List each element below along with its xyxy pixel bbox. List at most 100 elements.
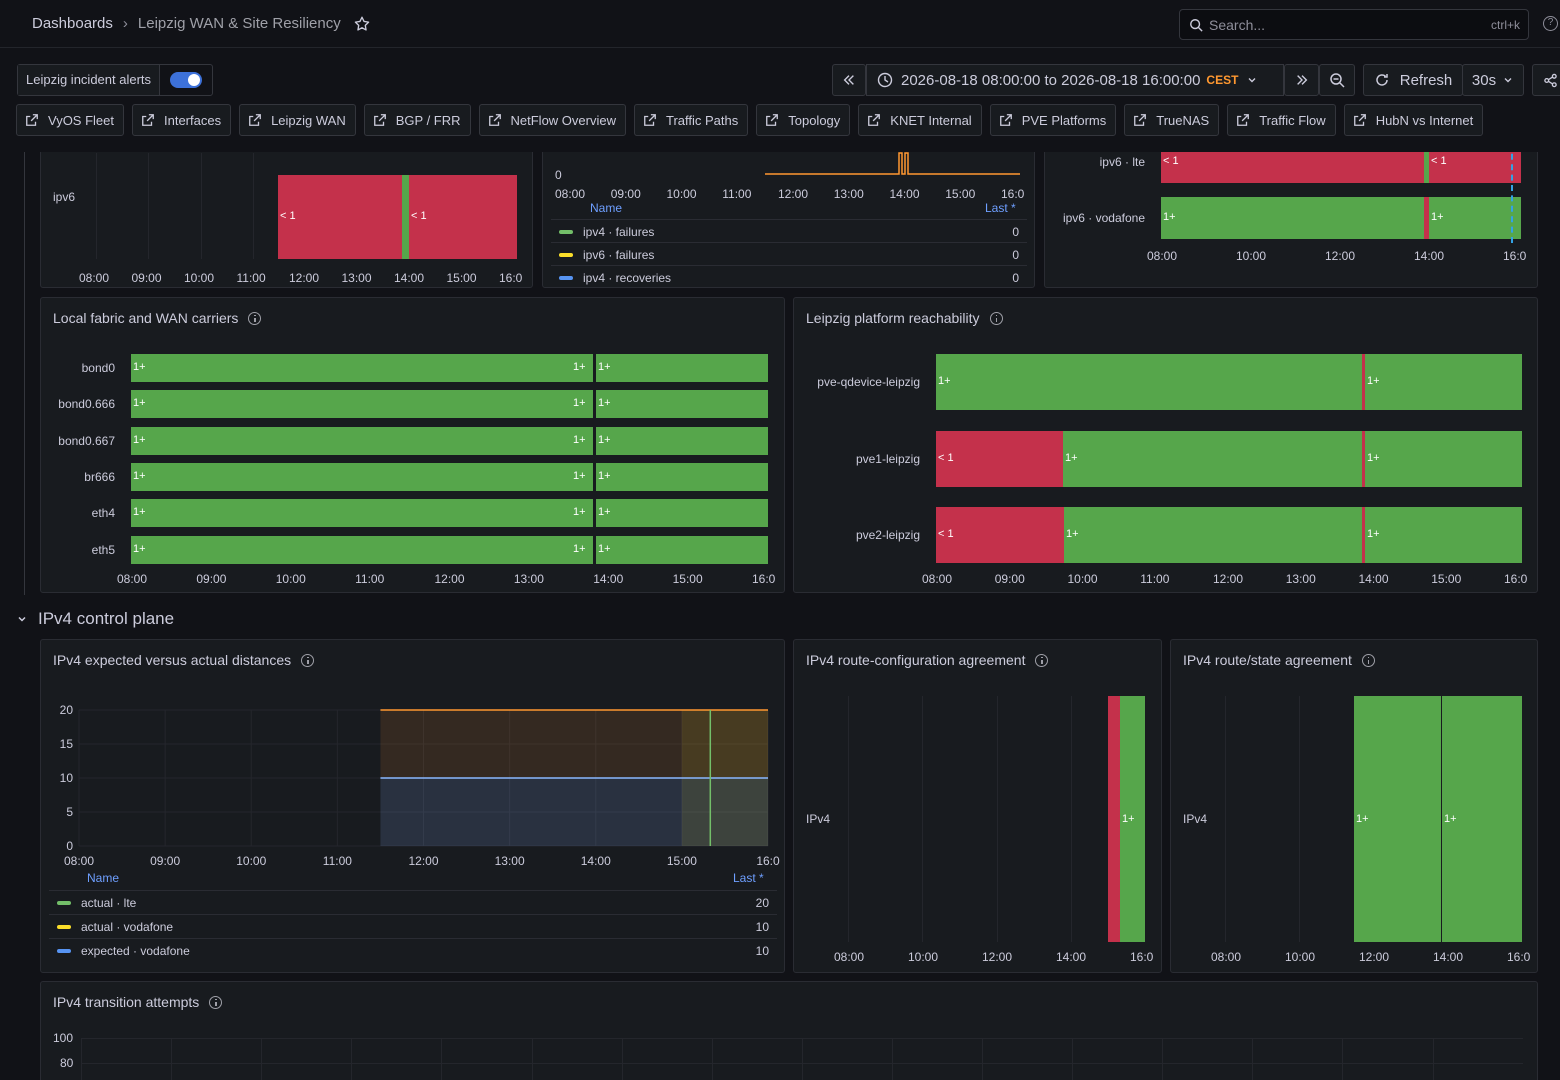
- state-bar: 1+: [1064, 507, 1362, 563]
- dashboard-link[interactable]: PVE Platforms: [989, 104, 1117, 136]
- state-bar: 1+: [936, 354, 1362, 410]
- dashboard-link[interactable]: Interfaces: [131, 104, 232, 136]
- dashboard-link[interactable]: Leipzig WAN: [239, 104, 356, 136]
- legend-row[interactable]: expected · vodafone 10: [49, 938, 777, 962]
- panel-title[interactable]: IPv4 transition attempts: [53, 994, 223, 1010]
- x-tick: 16:0: [1130, 950, 1154, 964]
- legend-row[interactable]: ipv4 · recoveries 0: [551, 265, 1027, 287]
- x-tick: 16:0: [1503, 249, 1527, 263]
- state-bar: [1362, 354, 1365, 410]
- state-bar: < 1: [278, 175, 402, 259]
- panel-transitions-timeseries: 0 08:00 09:00 10:00 11:00 12:00 13:00 14:00 15:…: [542, 152, 1035, 288]
- panel-title[interactable]: IPv4 route-configuration agreement: [806, 652, 1049, 668]
- panel-title[interactable]: Leipzig platform reachability: [806, 310, 1003, 326]
- breadcrumb-dashboards-link[interactable]: Dashboards: [32, 15, 113, 32]
- dashboard-link[interactable]: KNET Internal: [858, 104, 982, 136]
- chevron-down-icon: [18, 616, 26, 622]
- time-shift-forward-button[interactable]: [1284, 64, 1319, 96]
- state-bar: 1+: [131, 426, 571, 455]
- toggle-knob: [188, 74, 201, 86]
- dashboard-link[interactable]: HubN vs Internet: [1343, 104, 1484, 136]
- legend-row[interactable]: actual · lte 20: [49, 890, 777, 914]
- state-bar: 1+: [571, 390, 593, 419]
- state-bar: 1+: [571, 354, 593, 382]
- x-tick: 14:00: [593, 572, 624, 586]
- grid-line: [1432, 1038, 1434, 1080]
- info-icon[interactable]: [301, 653, 315, 667]
- legend-row[interactable]: ipv4 · failures 0: [551, 219, 1027, 243]
- legend-row[interactable]: actual · vodafone 10: [49, 914, 777, 938]
- grid-line: [891, 1038, 893, 1080]
- series-area-expected-vodafone: [380, 778, 768, 846]
- info-icon[interactable]: [989, 311, 1003, 325]
- state-bar: 1+: [1429, 197, 1521, 239]
- external-link-icon: [26, 114, 38, 126]
- x-tick: 10:00: [1285, 950, 1316, 964]
- search-input[interactable]: Search... ctrl+k: [1179, 9, 1529, 40]
- search-placeholder: Search...: [1209, 17, 1266, 33]
- dashboard-link-label: Traffic Paths: [665, 112, 739, 128]
- x-tick: 12:00: [289, 271, 320, 285]
- breadcrumb: Dashboards › Leipzig WAN & Site Resiliency: [32, 15, 341, 32]
- dashboard-link[interactable]: Topology: [756, 104, 851, 136]
- time-range-picker[interactable]: 2026-08-18 08:00:00 to 2026-08-18 16:00:…: [866, 64, 1284, 96]
- alerts-toggle[interactable]: [170, 72, 203, 88]
- grid-line: [1162, 1038, 1164, 1080]
- state-bar: 1+: [131, 535, 571, 564]
- refresh-interval-picker[interactable]: 30s: [1462, 64, 1524, 96]
- refresh-label: Refresh: [1399, 71, 1453, 89]
- panel-title[interactable]: Local fabric and WAN carriers: [53, 310, 262, 326]
- legend-row[interactable]: ipv6 · failures 0: [551, 242, 1027, 266]
- panel-ipv4-transition-attempts: IPv4 transition attempts 100 80: [40, 981, 1538, 1080]
- x-tick: 11:00: [323, 854, 352, 868]
- x-tick: 10:00: [908, 950, 939, 964]
- info-icon[interactable]: [209, 995, 223, 1009]
- dashboard-link[interactable]: Traffic Paths: [633, 104, 749, 136]
- info-icon[interactable]: [1035, 653, 1049, 667]
- state-bar: [1362, 431, 1365, 487]
- state-bar: [1108, 696, 1120, 942]
- dashboard-link[interactable]: VyOS Fleet: [16, 104, 124, 136]
- panel-title[interactable]: IPv4 expected versus actual distances: [53, 652, 315, 668]
- now-marker: [1511, 152, 1513, 243]
- dashboard-link[interactable]: NetFlow Overview: [478, 104, 626, 136]
- series-swatch: [559, 229, 573, 234]
- panel-title[interactable]: IPv4 route/state agreement: [1183, 652, 1375, 668]
- grid-line: [1252, 1038, 1254, 1080]
- state-bar: 1+: [571, 426, 593, 455]
- state-bar: [1362, 507, 1365, 563]
- time-shift-back-button[interactable]: [832, 64, 866, 96]
- row-header-ipv4-control-plane[interactable]: IPv4 control plane: [16, 609, 174, 629]
- series-value: 20: [755, 895, 769, 910]
- state-bar: 1+: [1161, 197, 1424, 239]
- series-swatch: [559, 252, 573, 257]
- star-icon[interactable]: [353, 15, 371, 33]
- legend-last-header[interactable]: Last *: [985, 201, 1016, 215]
- dashboard-link[interactable]: Traffic Flow: [1227, 104, 1336, 136]
- row-label: bond0.666: [58, 397, 115, 412]
- info-icon[interactable]: [248, 311, 262, 325]
- x-tick: 13:00: [513, 572, 544, 586]
- dashboard-link[interactable]: TrueNAS: [1124, 104, 1220, 136]
- series-name: ipv4 · recoveries: [583, 270, 672, 285]
- y-tick: 100: [53, 1031, 74, 1045]
- x-tick: 10:00: [275, 572, 306, 586]
- share-button[interactable]: [1532, 64, 1560, 96]
- info-icon[interactable]: [1361, 653, 1375, 667]
- x-tick: 16:0: [752, 572, 776, 586]
- help-icon[interactable]: ?: [1543, 16, 1558, 31]
- x-tick: 09:00: [150, 854, 180, 868]
- series-swatch: [57, 924, 71, 929]
- dashboard-link-label: NetFlow Overview: [510, 112, 616, 128]
- legend-name-header[interactable]: Name: [87, 871, 120, 885]
- dashboard-link-label: TrueNAS: [1156, 112, 1210, 128]
- refresh-button[interactable]: Refresh: [1363, 64, 1463, 96]
- legend-name-header[interactable]: Name: [590, 201, 623, 215]
- dashboard-link[interactable]: BGP / FRR: [363, 104, 471, 136]
- state-bar: < 1: [1429, 152, 1521, 183]
- external-link-icon: [249, 114, 261, 126]
- zoom-out-button[interactable]: [1319, 64, 1355, 96]
- x-tick: 15:00: [446, 271, 477, 285]
- grid-line: [1072, 1038, 1074, 1080]
- legend-last-header[interactable]: Last *: [733, 871, 764, 885]
